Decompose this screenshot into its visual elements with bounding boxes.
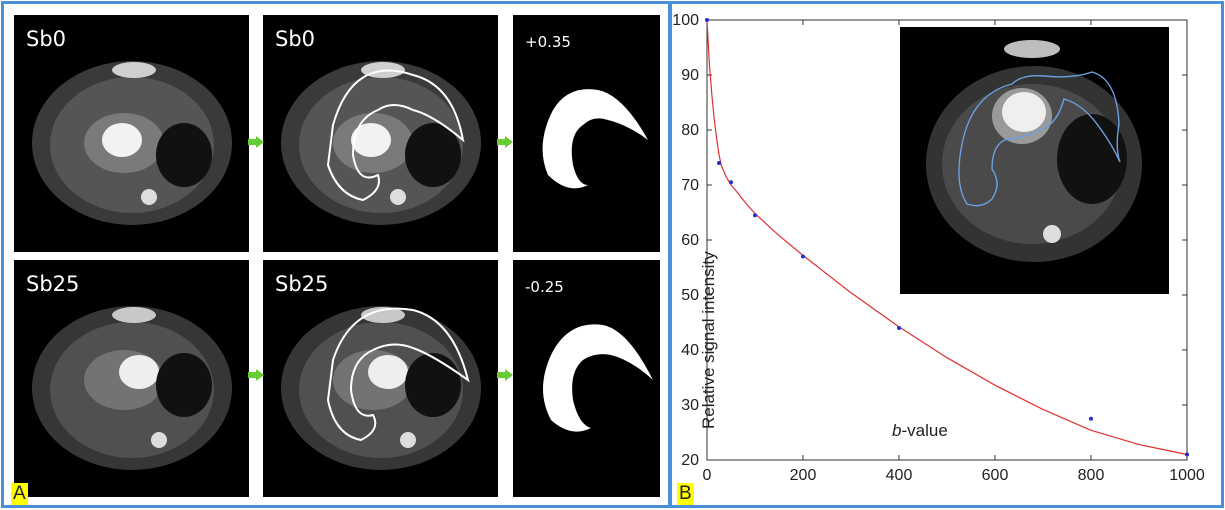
binary-mask-image bbox=[543, 324, 653, 432]
mri-tile-sb0: Sb0 bbox=[14, 15, 249, 252]
tile-label: Sb25 bbox=[26, 272, 80, 296]
mri-tile-sb25: Sb25 bbox=[14, 260, 249, 497]
roi-outline bbox=[326, 69, 465, 202]
signal-decay-chart: 0 200 400 600 800 1000 20 30 40 50 60 70 80 90 100 Rel… bbox=[672, 12, 1205, 484]
mri-slice-image bbox=[32, 306, 232, 470]
mri-slice-image bbox=[281, 61, 481, 225]
x-axis-label: b-value bbox=[892, 421, 948, 440]
y-tick-label: 60 bbox=[681, 232, 699, 249]
x-tick-label: 1000 bbox=[1169, 467, 1205, 484]
green-right-arrow-icon bbox=[248, 369, 264, 381]
mask-tile-bottom: -0.25 bbox=[513, 260, 660, 497]
tile-label: -0.25 bbox=[525, 278, 564, 296]
panel-b-frame bbox=[669, 1, 1224, 508]
mask-tile-top: +0.35 bbox=[513, 15, 660, 252]
green-right-arrow-icon bbox=[248, 136, 264, 148]
panel-letter-b: B bbox=[677, 483, 694, 505]
y-tick-label: 90 bbox=[681, 67, 699, 84]
y-axis-label: Relative signal intensity bbox=[699, 251, 718, 429]
panel-letter-a: A bbox=[11, 483, 28, 505]
y-tick-label: 80 bbox=[681, 122, 699, 139]
y-tick-label: 20 bbox=[681, 452, 699, 469]
binary-mask-image bbox=[542, 89, 648, 189]
data-point bbox=[801, 254, 805, 259]
data-point bbox=[717, 161, 721, 165]
y-tick-label: 50 bbox=[681, 287, 699, 304]
y-tick-label: 70 bbox=[681, 177, 699, 194]
tile-label: Sb0 bbox=[275, 27, 316, 51]
inset-roi-outline bbox=[958, 71, 1121, 207]
mri-slice-image bbox=[32, 61, 232, 225]
data-point bbox=[897, 326, 901, 330]
tile-label: Sb0 bbox=[26, 27, 67, 51]
y-tick-label: 40 bbox=[681, 342, 699, 359]
y-tick-label: 30 bbox=[681, 397, 699, 414]
x-tick-label: 200 bbox=[790, 467, 817, 484]
green-right-arrow-icon bbox=[497, 369, 513, 381]
x-tick-label: 0 bbox=[703, 467, 712, 484]
x-tick-label: 600 bbox=[982, 467, 1009, 484]
tile-label: +0.35 bbox=[525, 33, 571, 51]
x-tick-label: 400 bbox=[886, 467, 913, 484]
tile-label: Sb25 bbox=[275, 272, 329, 296]
mri-tile-sb0-roi: Sb0 bbox=[263, 15, 498, 252]
mri-slice-image bbox=[281, 306, 481, 470]
roi-outline bbox=[326, 307, 470, 442]
data-point bbox=[1185, 452, 1189, 457]
x-tick-label: 800 bbox=[1078, 467, 1105, 484]
green-right-arrow-icon bbox=[497, 136, 513, 148]
mri-tile-sb25-roi: Sb25 bbox=[263, 260, 498, 497]
fit-curve bbox=[706, 19, 1188, 456]
data-point bbox=[1089, 416, 1093, 421]
y-tick-label: 100 bbox=[672, 12, 699, 29]
data-point bbox=[753, 213, 757, 218]
data-point bbox=[729, 180, 733, 185]
data-point bbox=[705, 18, 709, 22]
